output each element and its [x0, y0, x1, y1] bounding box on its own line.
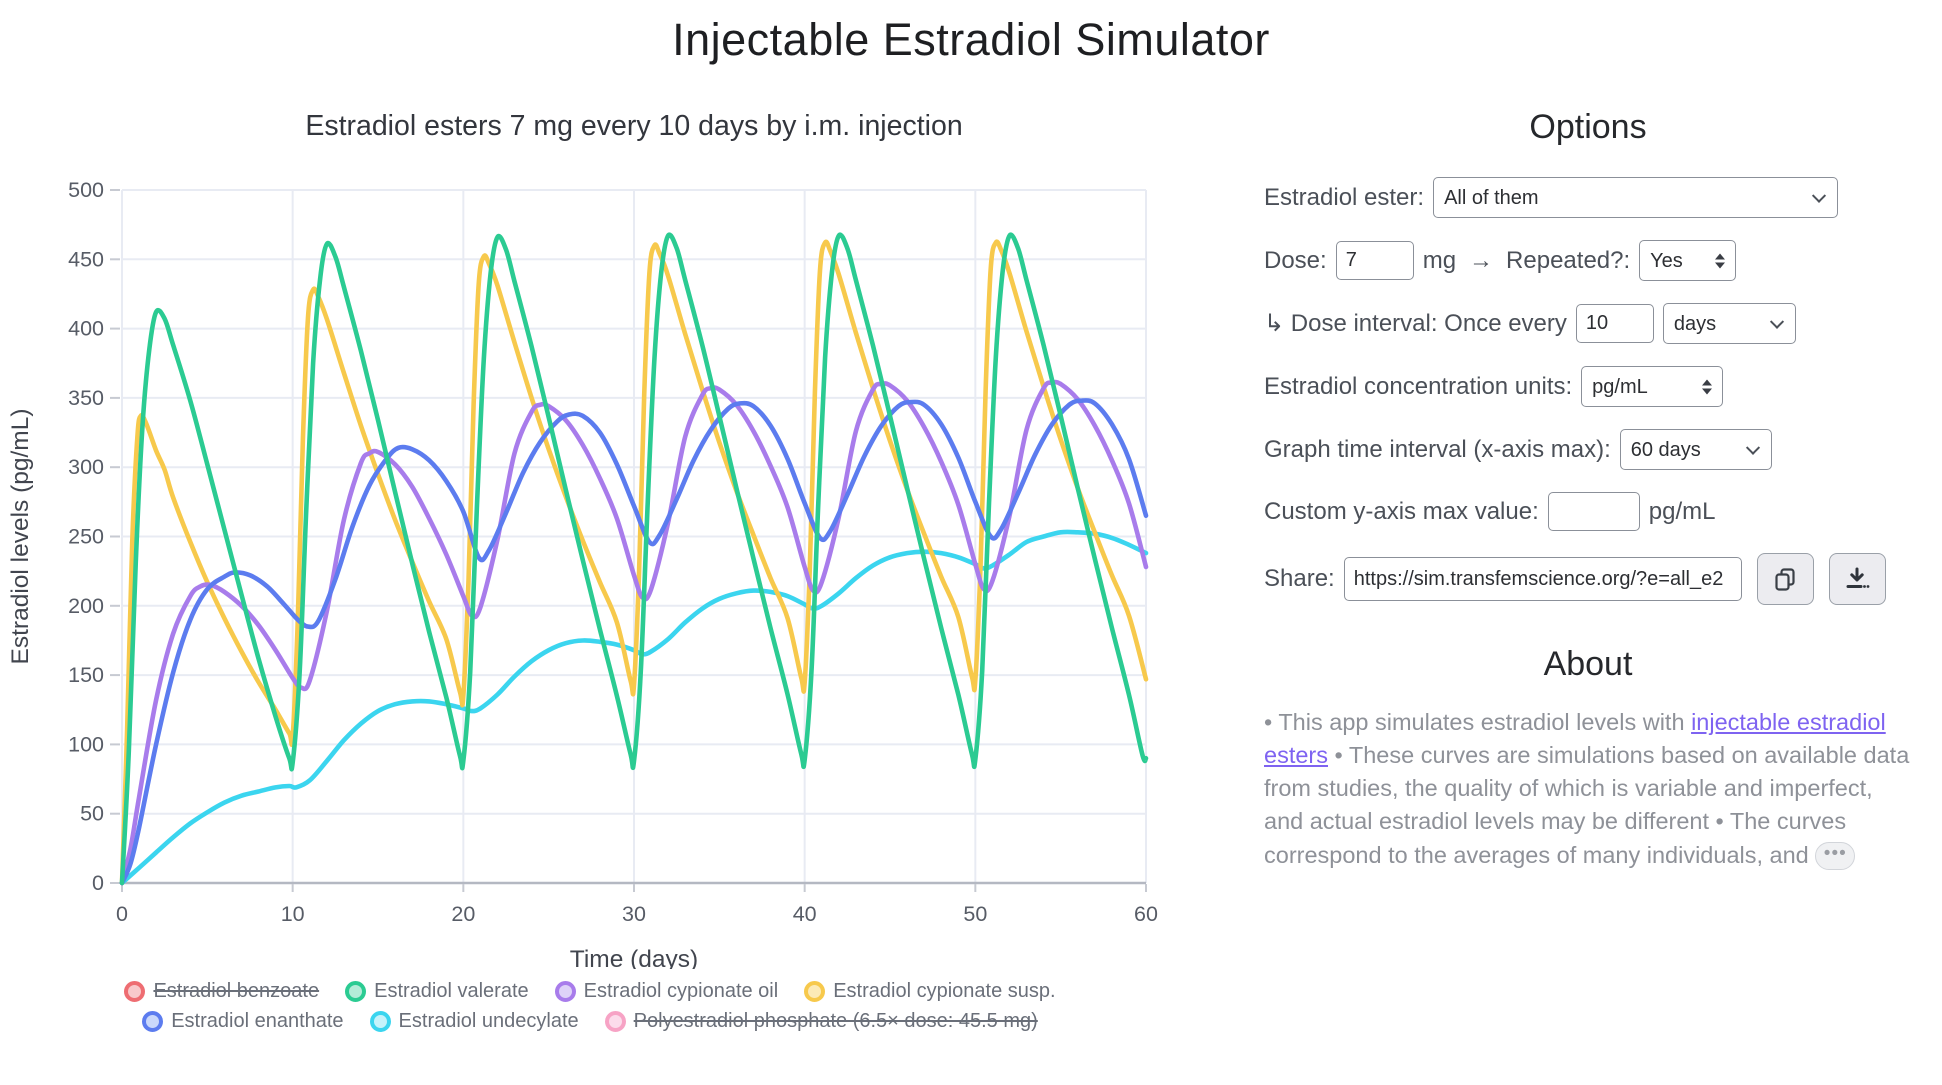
y-tick-label: 100: [68, 732, 104, 756]
options-heading: Options: [1529, 108, 1647, 146]
show-more-button[interactable]: •••: [1815, 842, 1856, 871]
custom-ymax-label: Custom y-axis max value:: [1264, 497, 1539, 525]
arrow-right-icon: →: [1469, 246, 1494, 274]
y-axis-title: Estradiol levels (pg/mL): [7, 409, 34, 665]
main-layout: Estradiol esters 7 mg every 10 days by i…: [0, 66, 1942, 1033]
legend-row-2: Estradiol enanthate Estradiol undecylate P…: [142, 1010, 1038, 1033]
about-esters-link[interactable]: injectable estradiol esters: [1264, 709, 1886, 769]
legend-item-estradiol-benzoate[interactable]: Estradiol benzoate: [124, 980, 319, 1003]
units-select-wrap: pg/mL: [1581, 366, 1724, 407]
y-tick-label: 200: [68, 594, 104, 618]
legend-row-1: Estradiol benzoate Estradiol valerate Estr…: [124, 980, 1056, 1003]
dose-unit: mg: [1422, 246, 1457, 274]
legend-marker-icon: [124, 981, 146, 1002]
share-label: Share:: [1264, 565, 1335, 592]
dose-row: Dose: mg → Repeated?: Yes: [1264, 240, 1912, 281]
legend-marker-icon: [142, 1011, 164, 1032]
repeated-select[interactable]: Yes: [1639, 240, 1737, 281]
repeated-select-wrap: Yes: [1639, 240, 1737, 281]
x-tick-label: 0: [116, 902, 128, 926]
x-tick-label: 20: [451, 902, 475, 926]
legend-item-estradiol-undecylate[interactable]: Estradiol undecylate: [369, 1010, 579, 1033]
legend-marker-icon: [804, 981, 826, 1002]
legend-marker-icon: [369, 1011, 391, 1032]
interval-row: ↳ Dose interval: Once every days: [1264, 303, 1912, 344]
x-tick-label: 30: [622, 902, 646, 926]
interval-input[interactable]: [1575, 304, 1654, 343]
x-tick-label: 60: [1134, 902, 1158, 926]
legend-marker-icon: [554, 981, 576, 1002]
y-tick-label: 0: [92, 871, 104, 895]
download-icon: [1846, 567, 1870, 588]
x-axis-title: Time (days): [570, 946, 698, 969]
units-row: Estradiol concentration units: pg/mL: [1264, 366, 1912, 407]
y-tick-label: 250: [68, 525, 104, 549]
units-label: Estradiol concentration units:: [1264, 372, 1573, 400]
chart-legend: Estradiol benzoate Estradiol valerate Estr…: [0, 980, 1180, 1033]
interval-unit-select[interactable]: days: [1662, 303, 1796, 344]
legend-item-estradiol-valerate[interactable]: Estradiol valerate: [345, 980, 529, 1003]
about-heading: About: [1543, 645, 1633, 683]
graph-interval-select-wrap: 60 days: [1619, 429, 1772, 470]
series-line-estradiol-cypionate-susp-: [119, 239, 1149, 886]
custom-ymax-input[interactable]: [1547, 492, 1640, 531]
copy-icon: [1775, 568, 1795, 591]
y-tick-label: 300: [68, 455, 104, 479]
x-tick-label: 50: [963, 902, 987, 926]
ester-label: Estradiol ester:: [1264, 183, 1425, 211]
page-title: Injectable Estradiol Simulator: [672, 14, 1270, 65]
y-tick-label: 350: [68, 386, 104, 410]
legend-item-estradiol-cypionate-susp-[interactable]: Estradiol cypionate susp.: [804, 980, 1056, 1003]
series-line-estradiol-valerate: [119, 232, 1149, 886]
series-line-estradiol-cypionate-oil: [119, 379, 1149, 886]
legend-item-polyestradiol-phosphate-6-5-dose-45-5-mg-[interactable]: Polyestradiol phosphate (6.5× dose: 45.5…: [604, 1010, 1038, 1033]
about-text-1: • This app simulates estradiol levels wi…: [1264, 709, 1692, 735]
about-text-2: • These curves are simulations based on …: [1264, 742, 1910, 868]
y-tick-label: 400: [68, 317, 104, 341]
legend-label: Estradiol cypionate susp.: [833, 980, 1056, 1002]
legend-marker-icon: [345, 981, 367, 1002]
dose-label: Dose:: [1264, 246, 1327, 274]
ester-select-wrap: All of them: [1433, 177, 1839, 218]
legend-label: Estradiol cypionate oil: [583, 980, 779, 1002]
about-paragraph: • This app simulates estradiol levels wi…: [1264, 706, 1912, 872]
x-tick-label: 40: [793, 902, 817, 926]
units-select[interactable]: pg/mL: [1581, 366, 1724, 407]
share-row: Share:: [1264, 553, 1912, 605]
x-tick-label: 10: [281, 902, 305, 926]
interval-label: ↳ Dose interval: Once every: [1264, 310, 1567, 337]
legend-label: Polyestradiol phosphate (6.5× dose: 45.5…: [633, 1010, 1038, 1032]
ester-row: Estradiol ester: All of them: [1264, 177, 1912, 218]
y-tick-label: 150: [68, 663, 104, 687]
legend-label: Estradiol enanthate: [171, 1010, 344, 1032]
custom-ymax-row: Custom y-axis max value: pg/mL: [1264, 492, 1912, 531]
series-line-estradiol-enanthate: [119, 398, 1149, 886]
legend-marker-icon: [604, 1011, 626, 1032]
chart-canvas: 0 10 20 30 40 50 60 0 50 100 150 200 250 300 350 400 450…: [7, 178, 1158, 973]
options-controls: Estradiol ester: All of them Dose: mg → …: [1264, 177, 1912, 605]
dose-input[interactable]: [1335, 241, 1414, 280]
copy-link-button[interactable]: [1756, 553, 1814, 605]
custom-ymax-unit: pg/mL: [1648, 497, 1716, 525]
download-graph-button[interactable]: [1828, 553, 1886, 605]
chart-title: Estradiol esters 7 mg every 10 days by i…: [305, 110, 963, 142]
interval-unit-select-wrap: days: [1662, 303, 1796, 344]
graph-interval-row: Graph time interval (x-axis max): 60 day…: [1264, 429, 1912, 470]
legend-item-estradiol-enanthate[interactable]: Estradiol enanthate: [142, 1010, 344, 1033]
ester-select[interactable]: All of them: [1433, 177, 1839, 218]
graph-interval-label: Graph time interval (x-axis max):: [1264, 435, 1611, 463]
legend-item-estradiol-cypionate-oil[interactable]: Estradiol cypionate oil: [554, 980, 779, 1003]
chart-section: Estradiol esters 7 mg every 10 days by i…: [0, 66, 1180, 1033]
graph-interval-select[interactable]: 60 days: [1619, 429, 1772, 470]
y-tick-label: 450: [68, 247, 104, 271]
repeated-label: Repeated?:: [1506, 246, 1631, 274]
legend-label: Estradiol benzoate: [153, 980, 320, 1002]
share-url-input[interactable]: [1343, 557, 1742, 601]
legend-label: Estradiol valerate: [374, 980, 529, 1002]
options-panel: Options Estradiol ester: All of them Dos…: [1180, 66, 1942, 1033]
y-tick-label: 500: [68, 178, 104, 202]
y-tick-label: 50: [80, 802, 104, 826]
legend-label: Estradiol undecylate: [398, 1010, 579, 1032]
